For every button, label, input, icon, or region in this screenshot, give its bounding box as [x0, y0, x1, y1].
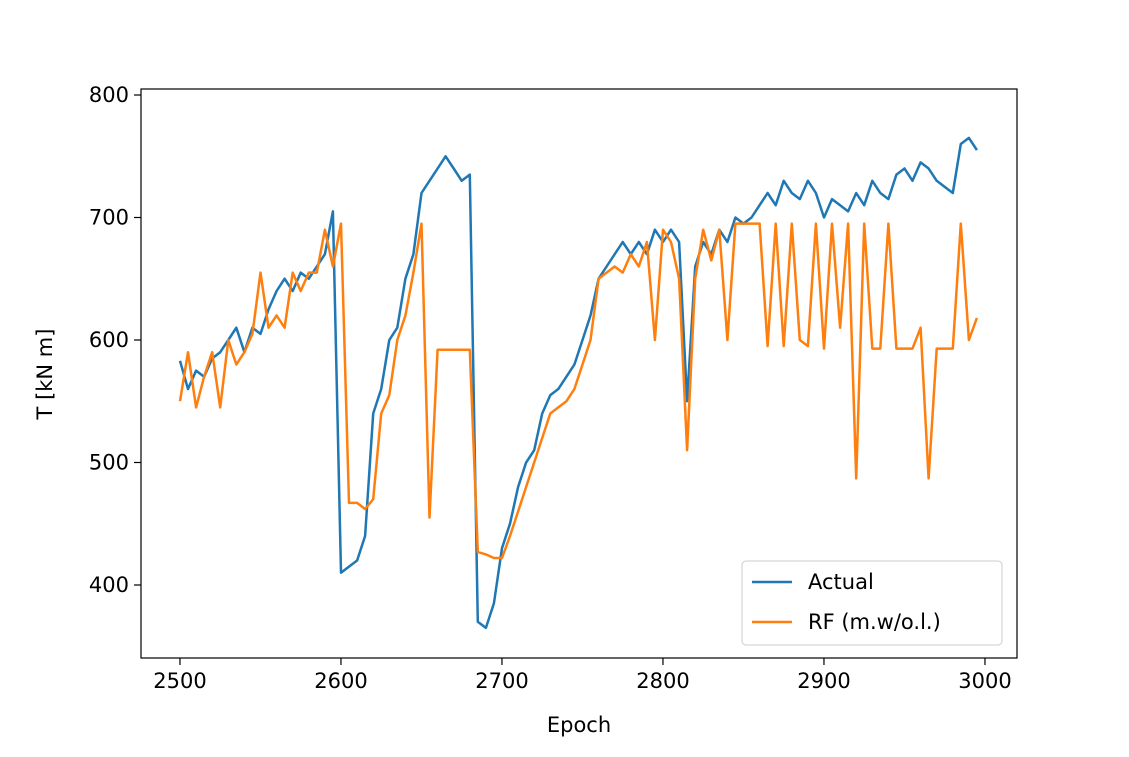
y-tick-label: 800 — [89, 83, 129, 107]
y-tick-label: 400 — [89, 573, 129, 597]
x-tick-label: 2500 — [153, 669, 206, 693]
data-line — [178, 222, 979, 560]
legend-box — [741, 560, 1003, 646]
data-line — [178, 136, 978, 630]
y-tick-label: 600 — [89, 328, 129, 352]
x-tick-label: 2800 — [636, 669, 689, 693]
x-axis-label: Epoch — [547, 713, 611, 737]
x-tick-label: 2600 — [314, 669, 367, 693]
y-tick-label: 500 — [89, 450, 129, 474]
legend-label: RF (m.w/o.l.) — [808, 610, 941, 634]
plot-frame — [140, 88, 1018, 659]
x-tick-label: 3000 — [958, 669, 1011, 693]
legend-label: Actual — [808, 570, 874, 594]
x-tick-label: 2900 — [797, 669, 850, 693]
x-tick-label: 2700 — [475, 669, 528, 693]
y-axis-label: T [kN m] — [33, 329, 57, 421]
y-tick-label: 700 — [89, 205, 129, 229]
